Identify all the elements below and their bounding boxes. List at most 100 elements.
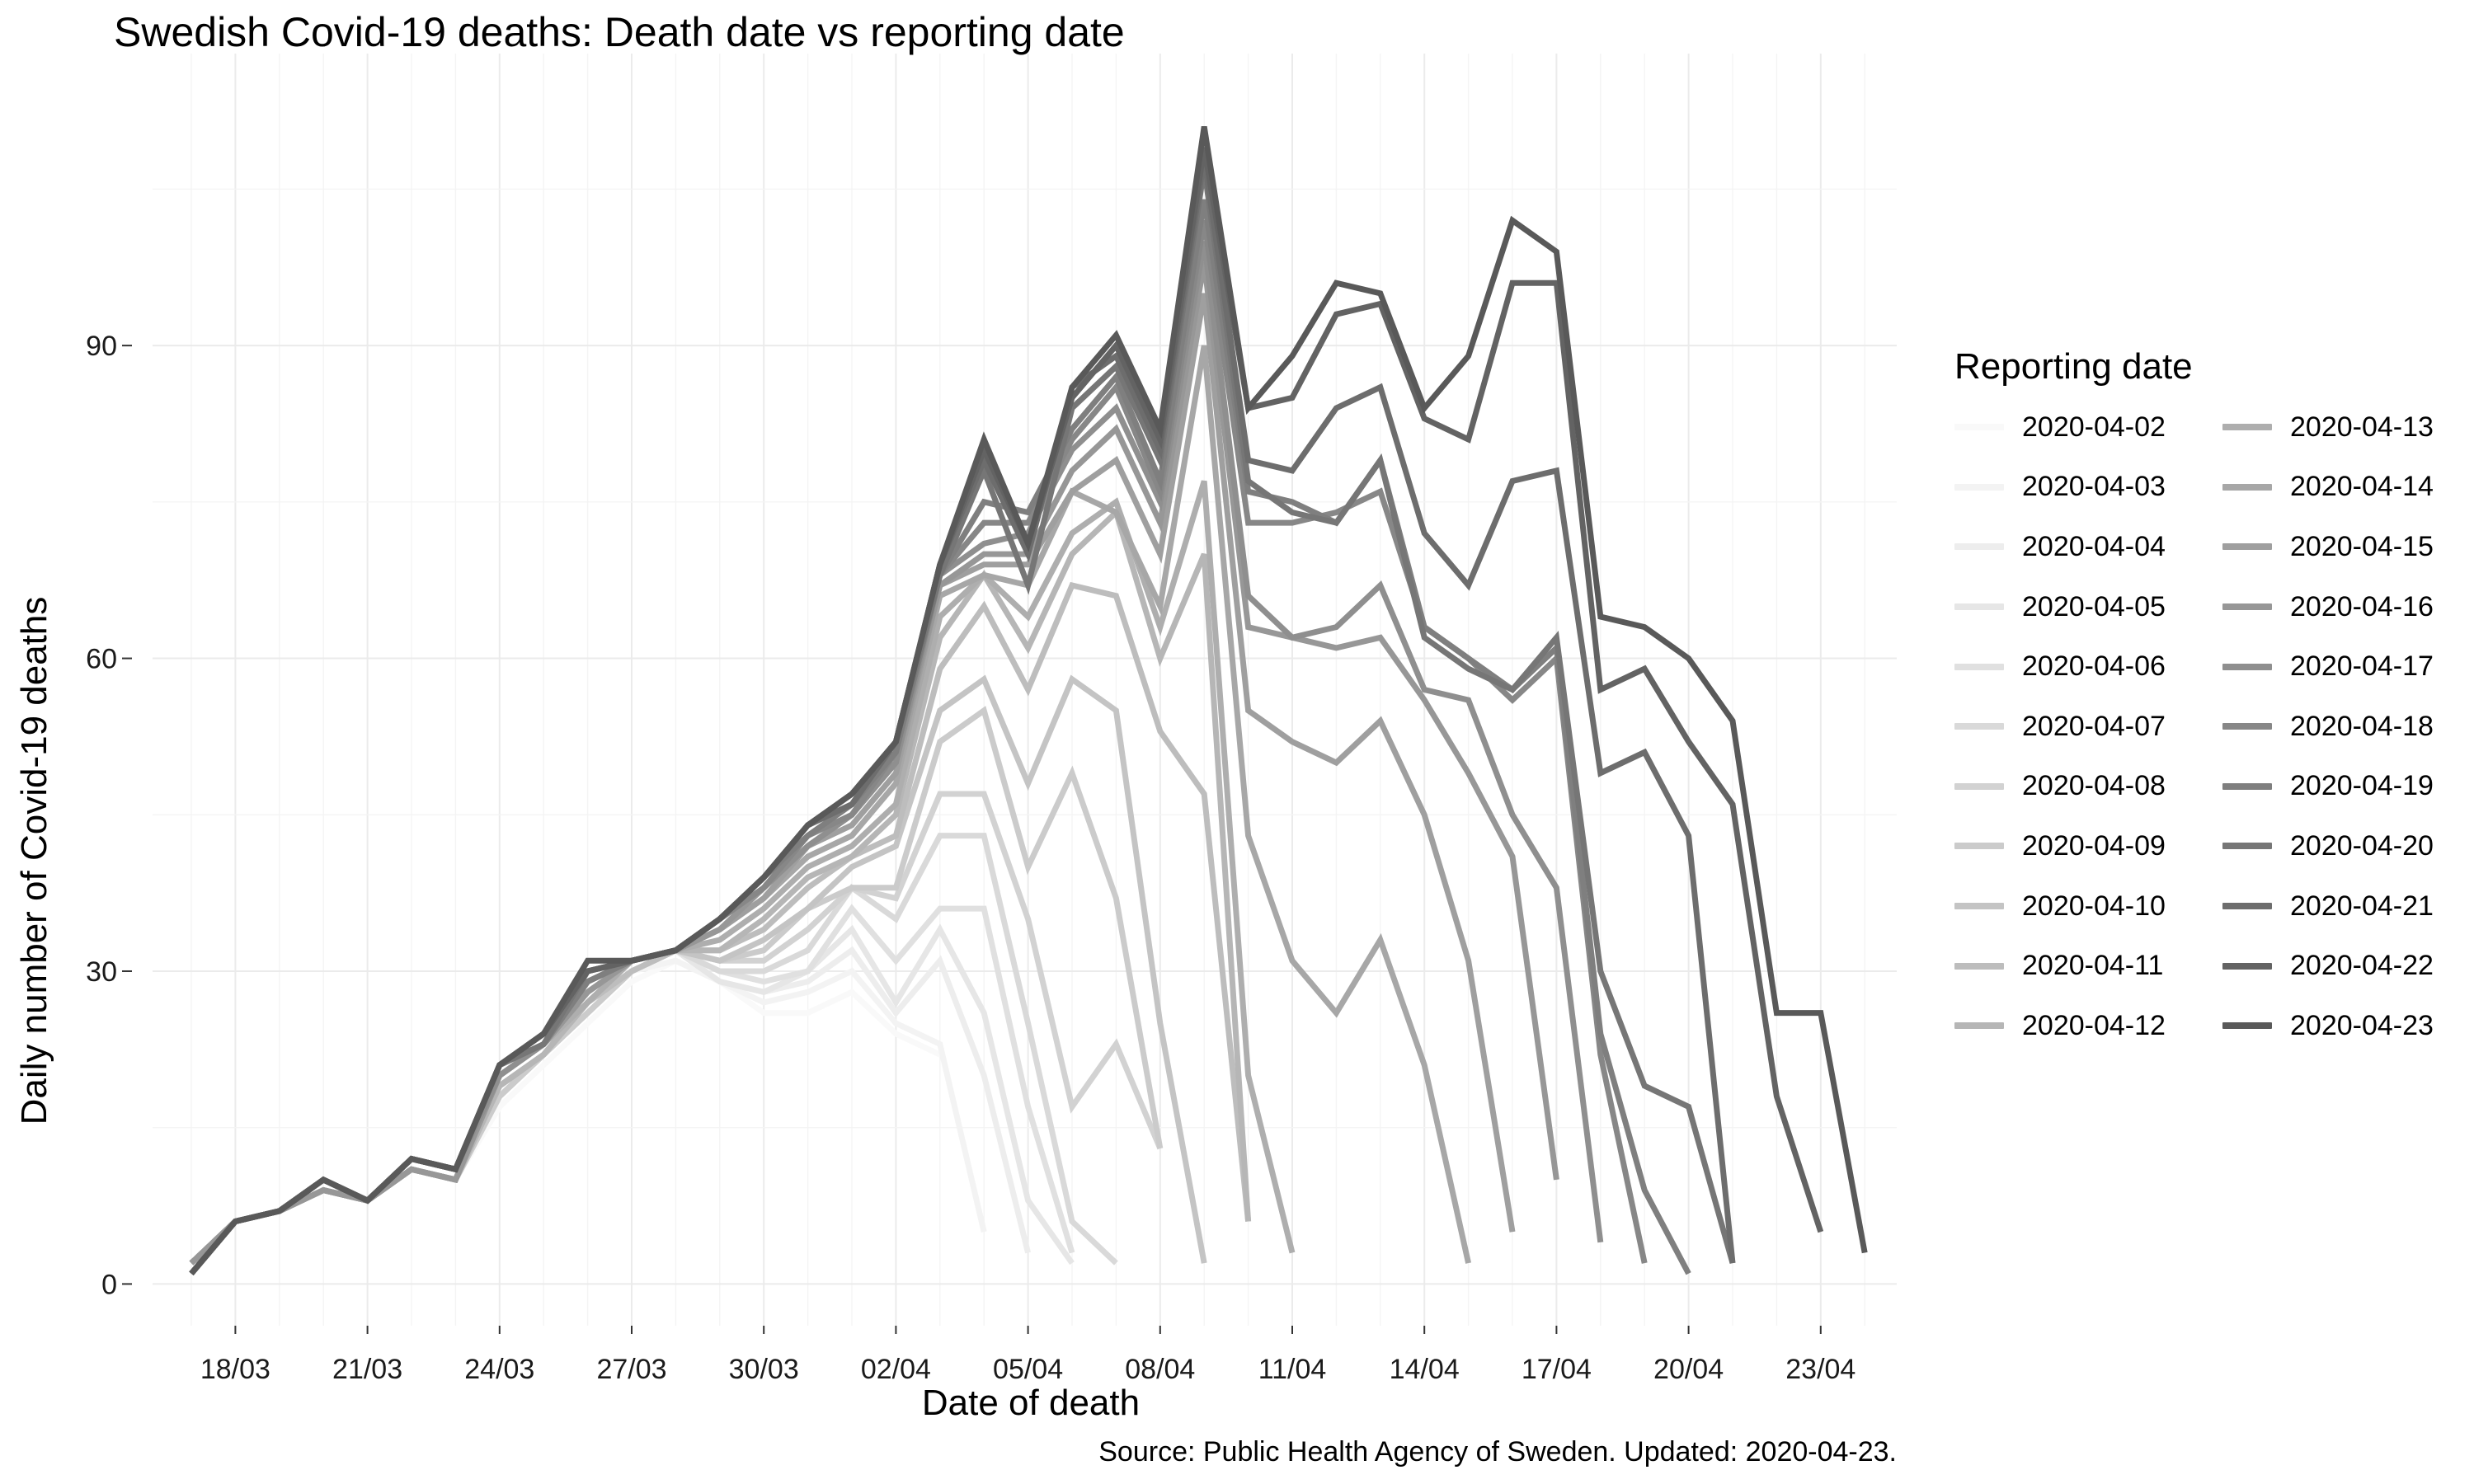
legend-key xyxy=(1954,483,2004,491)
x-tick-label: 05/04 xyxy=(993,1354,1063,1385)
legend: Reporting date 2020-04-02 2020-04-03 2020-… xyxy=(1954,346,2470,1056)
legend-label: 2020-04-18 xyxy=(2290,710,2434,742)
series-line-2020-04-14 xyxy=(189,345,1472,1266)
legend-label: 2020-04-07 xyxy=(2022,710,2166,742)
legend-key xyxy=(2222,543,2272,551)
legend-item: 2020-04-16 xyxy=(2222,577,2470,637)
legend-item: 2020-04-21 xyxy=(2222,876,2470,937)
legend-label: 2020-04-17 xyxy=(2290,650,2434,683)
legend-key xyxy=(1954,782,2004,790)
source-caption: Source: Public Health Agency of Sweden. … xyxy=(1098,1436,1897,1468)
legend-item: 2020-04-20 xyxy=(2222,816,2470,876)
y-tick-label: 90 xyxy=(86,331,117,362)
legend-label: 2020-04-21 xyxy=(2290,890,2434,922)
legend-item: 2020-04-23 xyxy=(2222,996,2470,1056)
legend-label: 2020-04-10 xyxy=(2022,890,2166,922)
x-axis-title: Date of death xyxy=(922,1383,1140,1423)
legend-label: 2020-04-14 xyxy=(2290,471,2434,503)
legend-item: 2020-04-10 xyxy=(1954,876,2222,937)
x-tick-label: 14/04 xyxy=(1390,1354,1460,1385)
legend-label: 2020-04-09 xyxy=(2022,829,2166,862)
legend-item: 2020-04-07 xyxy=(1954,697,2222,757)
legend-key xyxy=(2222,663,2272,670)
legend-item: 2020-04-17 xyxy=(2222,636,2470,697)
legend-key xyxy=(2222,1022,2272,1030)
legend-key xyxy=(1954,543,2004,551)
legend-item: 2020-04-18 xyxy=(2222,697,2470,757)
legend-label: 2020-04-13 xyxy=(2290,411,2434,443)
legend-item: 2020-04-02 xyxy=(1954,397,2222,458)
legend-item: 2020-04-04 xyxy=(1954,517,2222,577)
legend-label: 2020-04-05 xyxy=(2022,590,2166,622)
x-tick-label: 27/03 xyxy=(596,1354,666,1385)
series-line-2020-04-16 xyxy=(189,261,1559,1266)
legend-key xyxy=(1954,903,2004,910)
x-tick-label: 18/03 xyxy=(200,1354,270,1385)
x-tick-label: 21/03 xyxy=(332,1354,402,1385)
y-tick-label: 0 xyxy=(101,1269,117,1300)
legend-key xyxy=(1954,663,2004,670)
legend-items: 2020-04-02 2020-04-03 2020-04-04 2020-04-05… xyxy=(1954,397,2470,1056)
legend-label: 2020-04-11 xyxy=(2022,950,2164,982)
legend-key xyxy=(2222,962,2272,970)
x-tick-label: 08/04 xyxy=(1125,1354,1195,1385)
y-tick-label: 30 xyxy=(86,956,117,988)
legend-label: 2020-04-23 xyxy=(2290,1009,2434,1041)
legend-key xyxy=(2222,723,2272,730)
legend-key xyxy=(2222,903,2272,910)
legend-key xyxy=(2222,603,2272,611)
x-tick-label: 30/03 xyxy=(729,1354,799,1385)
gridlines xyxy=(153,54,1897,1326)
chart-title: Swedish Covid-19 deaths: Death date vs r… xyxy=(114,9,1125,55)
legend-item: 2020-04-13 xyxy=(2222,397,2470,458)
legend-label: 2020-04-12 xyxy=(2022,1009,2166,1041)
x-tick-label: 24/03 xyxy=(464,1354,534,1385)
legend-item: 2020-04-09 xyxy=(1954,816,2222,876)
legend-label: 2020-04-06 xyxy=(2022,650,2166,683)
legend-item: 2020-04-12 xyxy=(1954,996,2222,1056)
x-tick-label: 11/04 xyxy=(1258,1354,1327,1385)
y-axis-title: Daily number of Covid-19 deaths xyxy=(14,597,54,1125)
legend-label: 2020-04-08 xyxy=(2022,770,2166,802)
legend-label: 2020-04-02 xyxy=(2022,411,2166,443)
series-line-2020-04-20 xyxy=(189,167,1736,1276)
legend-item: 2020-04-05 xyxy=(1954,577,2222,637)
legend-key xyxy=(1954,424,2004,431)
legend-key xyxy=(2222,782,2272,790)
legend-key xyxy=(1954,603,2004,611)
x-tick-label: 02/04 xyxy=(861,1354,931,1385)
x-tick-label: 17/04 xyxy=(1522,1354,1592,1385)
legend-item: 2020-04-19 xyxy=(2222,757,2470,817)
series-lines xyxy=(189,125,1868,1276)
legend-label: 2020-04-15 xyxy=(2290,530,2434,562)
series-line-2020-04-13 xyxy=(189,480,1296,1266)
legend-item: 2020-04-08 xyxy=(1954,757,2222,817)
legend-key xyxy=(2222,483,2272,491)
legend-title: Reporting date xyxy=(1954,346,2193,387)
tick-labels: 18/03 21/03 24/03 27/03 30/03 02/04 05/04 08/04… xyxy=(86,331,1856,1385)
legend-key xyxy=(1954,962,2004,970)
legend-key xyxy=(1954,723,2004,730)
legend-key xyxy=(1954,843,2004,850)
legend-key xyxy=(1954,1022,2004,1030)
legend-item: 2020-04-11 xyxy=(1954,936,2222,996)
x-tick-label: 23/04 xyxy=(1785,1354,1856,1385)
series-line-2020-04-04 xyxy=(189,946,1031,1266)
y-tick-label: 60 xyxy=(86,644,117,675)
legend-label: 2020-04-20 xyxy=(2290,829,2434,862)
legend-item: 2020-04-03 xyxy=(1954,458,2222,518)
legend-label: 2020-04-03 xyxy=(2022,471,2166,503)
legend-item: 2020-04-22 xyxy=(2222,936,2470,996)
legend-label: 2020-04-04 xyxy=(2022,530,2166,562)
legend-item: 2020-04-15 xyxy=(2222,517,2470,577)
legend-label: 2020-04-22 xyxy=(2290,950,2434,982)
legend-key xyxy=(2222,843,2272,850)
x-tick-label: 20/04 xyxy=(1653,1354,1724,1385)
legend-key xyxy=(2222,424,2272,431)
legend-item: 2020-04-06 xyxy=(1954,636,2222,697)
series-line-2020-04-23 xyxy=(189,125,1868,1276)
legend-label: 2020-04-19 xyxy=(2290,770,2434,802)
legend-label: 2020-04-16 xyxy=(2290,590,2434,622)
legend-item: 2020-04-14 xyxy=(2222,458,2470,518)
